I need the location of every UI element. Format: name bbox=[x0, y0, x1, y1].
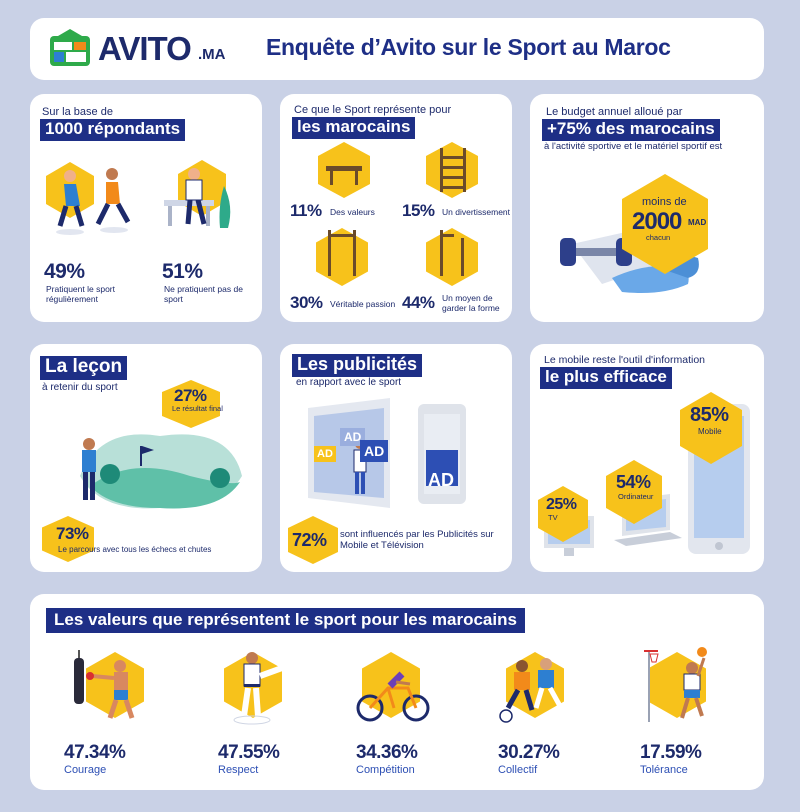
represents-item4-value: 44% bbox=[402, 293, 435, 312]
value-item-respect: 47.55% Respect bbox=[218, 646, 328, 782]
mobile-device1-label: Mobile bbox=[698, 427, 722, 436]
mobile-card: Le mobile reste l'outil d'information le… bbox=[530, 344, 764, 572]
tolerance-label: Tolérance bbox=[640, 764, 688, 776]
footballers-illustration bbox=[499, 658, 563, 723]
represents-pre: Ce que le Sport représente pour bbox=[294, 104, 452, 116]
represents-highlight: les marocains bbox=[292, 117, 416, 139]
lesson-title: La leçon bbox=[40, 356, 128, 380]
ad-label-1: AD bbox=[314, 446, 336, 462]
respondents-highlight: 1000 répondants bbox=[40, 119, 186, 141]
values-title: Les valeurs que représentent le sport po… bbox=[46, 608, 525, 633]
hiker-figure bbox=[82, 438, 96, 500]
respondents-pre: Sur la base de bbox=[42, 106, 113, 118]
value-item-tolerance: 17.59% Tolérance bbox=[640, 646, 750, 782]
budget-highlight: +75% des marocains bbox=[542, 119, 720, 141]
logo-suffix: .MA bbox=[198, 46, 226, 63]
pullup-bar-icon bbox=[326, 166, 362, 185]
lesson-hex1 bbox=[162, 380, 220, 428]
value-item-collectif: 30.27% Collectif bbox=[498, 646, 608, 782]
logo-text: AVITO bbox=[98, 30, 192, 67]
represents-item3-value: 30% bbox=[290, 293, 323, 312]
ladder-icon bbox=[440, 148, 466, 192]
cyclist-illustration bbox=[356, 662, 430, 722]
ads-stat-label: sont influencés par les Publicités sur M… bbox=[340, 529, 494, 551]
mobile-device2-label: Ordinateur bbox=[618, 492, 654, 501]
boxer-illustration bbox=[74, 650, 135, 719]
landscape-illustration bbox=[80, 434, 242, 509]
lesson-stat2-label: Le parcours avec tous les échecs et chut… bbox=[58, 545, 212, 554]
respect-value: 47.55% bbox=[218, 742, 280, 763]
ad-label-phone: AD bbox=[428, 470, 454, 490]
budget-hex-top: moins de bbox=[642, 196, 687, 208]
parallel-bars-icon bbox=[328, 230, 356, 276]
respondents-card: Sur la base de 1000 répondants 49% Prati… bbox=[30, 94, 262, 322]
budget-post: à l'activité sportive et le matériel spo… bbox=[544, 141, 723, 152]
ads-card: Les publicités en rapport avec le sport … bbox=[280, 344, 512, 572]
value-item-courage: 47.34% Courage bbox=[64, 646, 174, 782]
ads-title: Les publicités bbox=[292, 354, 423, 377]
ads-subtitle: en rapport avec le sport bbox=[296, 377, 402, 388]
collectif-label: Collectif bbox=[498, 764, 538, 776]
competition-label: Compétition bbox=[356, 764, 415, 776]
lesson-card: La leçon à retenir du sport 27% Le résul… bbox=[30, 344, 262, 572]
respect-label: Respect bbox=[218, 764, 259, 776]
mobile-device1-value: 85% bbox=[690, 404, 729, 426]
represents-item2-label: Un divertissement bbox=[442, 207, 511, 217]
runners-illustration bbox=[56, 168, 131, 235]
competition-value: 34.36% bbox=[356, 742, 418, 763]
value-item-competition: 34.36% Compétition bbox=[356, 646, 466, 782]
represents-item2-value: 15% bbox=[402, 201, 435, 220]
budget-hex-currency: MAD bbox=[688, 218, 707, 227]
header-card: AVITO .MA Enquête d’Avito sur le Sport a… bbox=[30, 18, 764, 80]
mobile-device3-label: TV bbox=[548, 513, 558, 522]
budget-hex-bottom: chacun bbox=[646, 233, 671, 242]
courage-value: 47.34% bbox=[64, 742, 126, 763]
lesson-stat2-value: 73% bbox=[56, 524, 89, 543]
mobile-highlight: le plus efficace bbox=[540, 367, 672, 389]
budget-pre: Le budget annuel alloué par bbox=[546, 106, 683, 118]
lesson-hex2 bbox=[42, 516, 94, 562]
ads-hex bbox=[288, 516, 338, 564]
mobile-pre: Le mobile reste l'outil d'information bbox=[544, 354, 706, 366]
ads-stat-value: 72% bbox=[292, 530, 327, 550]
tolerance-value: 17.59% bbox=[640, 742, 702, 763]
collectif-value: 30.27% bbox=[498, 742, 560, 763]
mobile-device2-value: 54% bbox=[616, 472, 651, 492]
ad-label-2: AD bbox=[340, 428, 366, 446]
lesson-stat1-value: 27% bbox=[174, 386, 207, 405]
avito-logo: AVITO .MA bbox=[48, 28, 248, 70]
budget-hex-amount: 2000 bbox=[632, 208, 682, 235]
karate-illustration bbox=[233, 652, 284, 725]
respondents-stat2-label: Ne pratiquent pas de sport bbox=[164, 284, 243, 304]
courage-label: Courage bbox=[64, 764, 107, 776]
ad-label-3: AD bbox=[360, 440, 389, 462]
represents-card: Ce que le Sport représente pour les maro… bbox=[280, 94, 512, 322]
represents-item4-label: Un moyen de garder la forme bbox=[442, 293, 500, 313]
avito-logo-icon bbox=[50, 29, 90, 66]
values-card: Les valeurs que représentent le sport po… bbox=[30, 594, 764, 790]
dip-bars-icon bbox=[440, 230, 464, 276]
respondents-stat1-label: Pratiquent le sport régulièrement bbox=[46, 284, 115, 304]
basketball-illustration bbox=[644, 647, 707, 722]
mobile-device3-value: 25% bbox=[546, 496, 577, 513]
budget-card: Le budget annuel alloué par +75% des mar… bbox=[530, 94, 764, 322]
lesson-stat1-label: Le résultat final bbox=[172, 404, 223, 413]
page-title: Enquête d’Avito sur le Sport au Maroc bbox=[266, 34, 671, 60]
respondents-stat1-value: 49% bbox=[44, 260, 85, 283]
lesson-subtitle: à retenir du sport bbox=[42, 382, 118, 393]
represents-item1-value: 11% bbox=[290, 201, 322, 220]
respondents-stat2-value: 51% bbox=[162, 260, 203, 283]
represents-item1-label: Des valeurs bbox=[330, 207, 375, 217]
represents-item3-label: Véritable passion bbox=[330, 299, 396, 309]
bench-illustration bbox=[164, 168, 231, 228]
